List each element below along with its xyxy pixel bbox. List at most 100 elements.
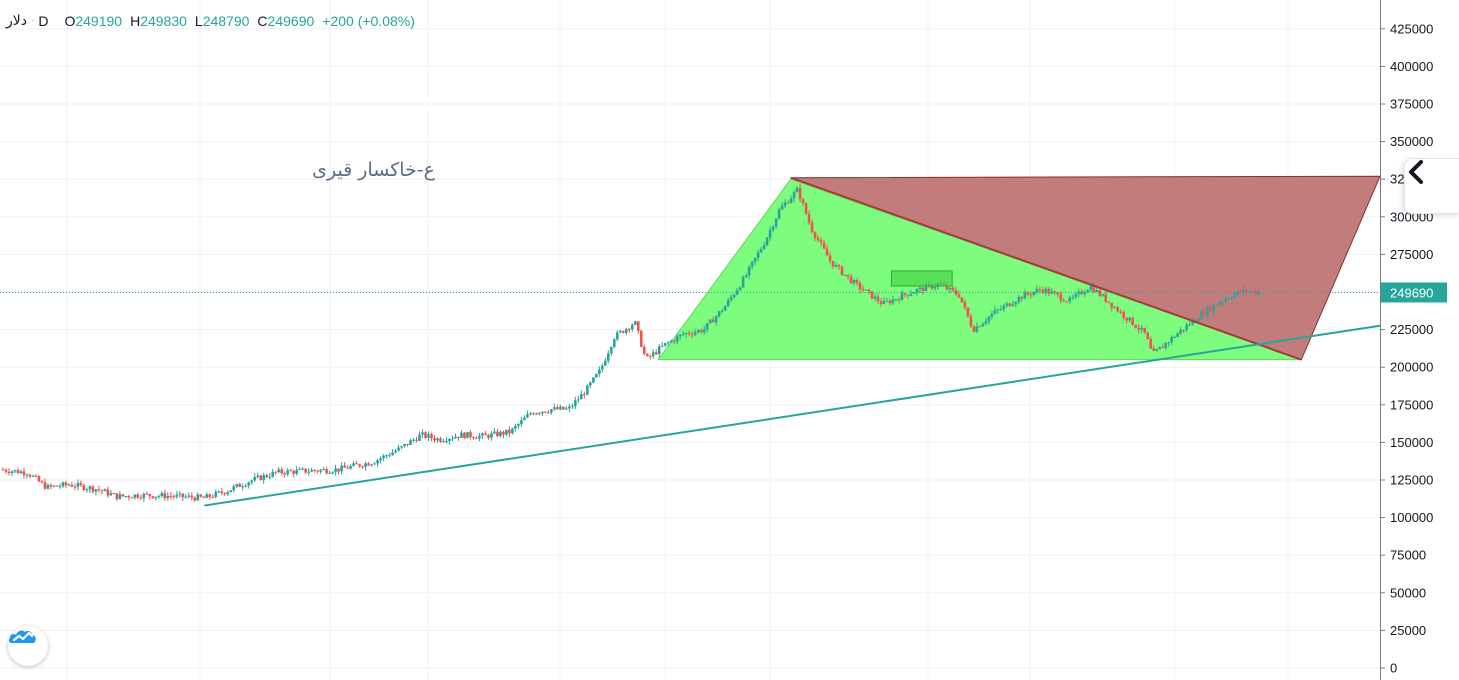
candle-body: [795, 187, 799, 193]
candle: [1212, 303, 1215, 315]
candle: [870, 291, 874, 300]
candle: [187, 492, 191, 499]
ohlc-open: O249190: [64, 13, 122, 29]
collapse-panel-button[interactable]: [1404, 158, 1459, 214]
candle-body: [945, 285, 949, 290]
candle-body: [22, 471, 26, 475]
candle-body: [562, 406, 565, 410]
candle-body: [373, 463, 376, 465]
candle: [337, 468, 340, 475]
ohlc-high: H249830: [130, 13, 187, 29]
candle-body: [1233, 294, 1236, 298]
red-zone-edge: [790, 176, 1302, 361]
tradingview-logo[interactable]: [8, 626, 48, 666]
candle: [1131, 317, 1135, 326]
candle-body: [1179, 329, 1182, 334]
candle: [556, 404, 559, 410]
candle-body: [301, 468, 304, 470]
candle-body: [723, 306, 727, 311]
candle-body: [627, 328, 631, 330]
candle-body: [783, 202, 787, 206]
candle-body: [708, 319, 712, 324]
candle-body: [601, 365, 604, 370]
candle: [457, 436, 460, 441]
candle-body: [1035, 289, 1039, 293]
candle: [607, 350, 610, 364]
candle-body: [499, 431, 502, 437]
candle: [400, 445, 403, 450]
candle-body: [112, 493, 116, 495]
candle-body: [813, 232, 817, 239]
candle: [160, 491, 164, 498]
candle: [1122, 310, 1126, 321]
candle: [813, 231, 817, 242]
candle: [361, 465, 364, 469]
open-value: 249190: [75, 12, 123, 29]
candle: [630, 323, 634, 332]
candle-body: [88, 486, 92, 490]
candle: [352, 460, 355, 467]
candle-body: [1119, 311, 1123, 313]
candle-body: [1212, 305, 1215, 312]
candle: [777, 207, 781, 220]
candle-body: [1020, 296, 1024, 299]
candle-body: [1218, 302, 1221, 306]
candle: [508, 426, 511, 438]
candle: [67, 483, 71, 486]
candle: [684, 332, 688, 338]
candle: [771, 225, 775, 233]
candle-body: [76, 483, 80, 487]
candle-body: [250, 480, 254, 483]
candle-body: [427, 434, 430, 438]
candle: [1125, 317, 1129, 324]
price-tick-label: 200000: [1390, 360, 1433, 375]
candle-body: [720, 310, 724, 312]
candle: [271, 468, 274, 478]
candle: [172, 494, 176, 500]
candle-body: [960, 297, 964, 303]
candle-body: [666, 342, 670, 344]
candle-body: [870, 291, 874, 299]
timeframe-label[interactable]: D: [38, 12, 49, 29]
candle: [801, 197, 805, 207]
candle-body: [1203, 311, 1206, 315]
candle: [1068, 295, 1072, 305]
candle-body: [61, 482, 65, 487]
symbol-name[interactable]: دلار: [6, 12, 27, 28]
candle-body: [771, 226, 775, 231]
candle: [1251, 290, 1254, 293]
candle-body: [70, 484, 74, 487]
candle: [837, 264, 841, 271]
candle-body: [361, 466, 364, 468]
candle-body: [828, 255, 832, 261]
candle: [484, 430, 487, 435]
candle-body: [1080, 291, 1084, 295]
candle: [615, 330, 619, 342]
candle-body: [286, 470, 289, 475]
candle: [535, 412, 538, 415]
candle-body: [214, 491, 218, 498]
candle: [1215, 304, 1218, 307]
candle: [1113, 305, 1117, 309]
candle: [840, 265, 844, 276]
close-label: C: [257, 12, 268, 29]
candle-body: [415, 439, 418, 441]
candle: [912, 291, 916, 294]
candle-body: [592, 377, 595, 383]
candle-body: [1131, 317, 1135, 326]
candle: [969, 313, 973, 328]
price-tick-label: 50000: [1390, 585, 1426, 600]
candle-body: [621, 330, 625, 333]
price-tick-label: 175000: [1390, 397, 1433, 412]
candle: [58, 483, 62, 489]
candle: [64, 480, 68, 489]
candle: [73, 483, 77, 491]
candle-body: [840, 266, 844, 275]
candle-body: [1158, 346, 1161, 350]
candle-body: [295, 469, 298, 474]
candle-body: [169, 495, 173, 497]
candle-body: [702, 329, 706, 333]
candle: [921, 285, 925, 295]
